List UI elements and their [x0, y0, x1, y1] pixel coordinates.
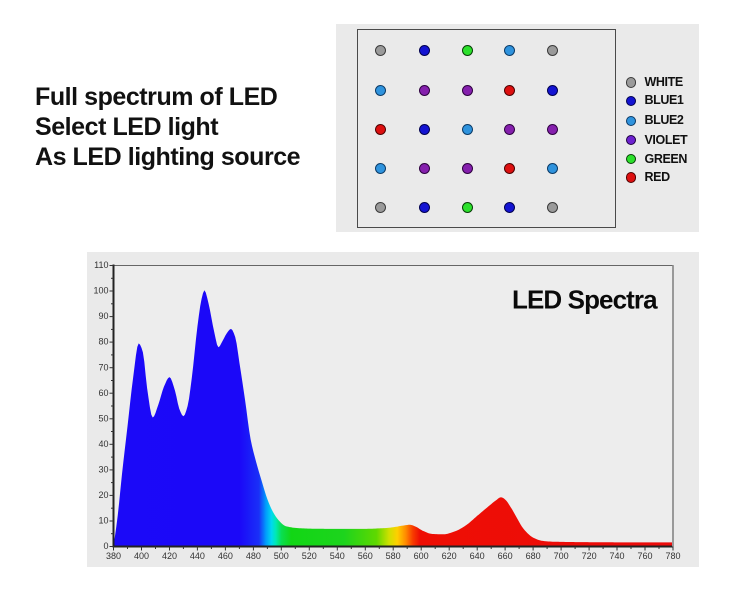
svg-text:40: 40: [98, 439, 108, 449]
svg-text:740: 740: [609, 551, 624, 561]
svg-text:100: 100: [93, 286, 108, 296]
svg-text:720: 720: [582, 551, 597, 561]
svg-text:380: 380: [106, 551, 121, 561]
svg-text:640: 640: [470, 551, 485, 561]
svg-text:660: 660: [498, 551, 513, 561]
svg-text:70: 70: [98, 362, 108, 372]
svg-text:460: 460: [218, 551, 233, 561]
svg-text:560: 560: [358, 551, 373, 561]
svg-text:90: 90: [98, 311, 108, 321]
svg-text:700: 700: [554, 551, 569, 561]
svg-text:420: 420: [162, 551, 177, 561]
svg-text:400: 400: [134, 551, 149, 561]
svg-text:780: 780: [665, 551, 680, 561]
svg-text:520: 520: [302, 551, 317, 561]
svg-text:10: 10: [98, 516, 108, 526]
svg-text:20: 20: [98, 490, 108, 500]
svg-text:30: 30: [98, 465, 108, 475]
svg-text:480: 480: [246, 551, 261, 561]
svg-text:80: 80: [98, 337, 108, 347]
svg-text:0: 0: [103, 541, 108, 551]
svg-text:110: 110: [94, 260, 108, 270]
svg-text:620: 620: [442, 551, 457, 561]
svg-text:50: 50: [98, 413, 108, 423]
svg-text:680: 680: [526, 551, 541, 561]
svg-text:600: 600: [414, 551, 429, 561]
svg-text:440: 440: [190, 551, 205, 561]
svg-text:LED Spectra: LED Spectra: [512, 285, 658, 315]
svg-text:540: 540: [330, 551, 345, 561]
svg-text:580: 580: [386, 551, 401, 561]
svg-text:760: 760: [637, 551, 652, 561]
svg-text:500: 500: [274, 551, 289, 561]
svg-text:60: 60: [98, 388, 108, 398]
